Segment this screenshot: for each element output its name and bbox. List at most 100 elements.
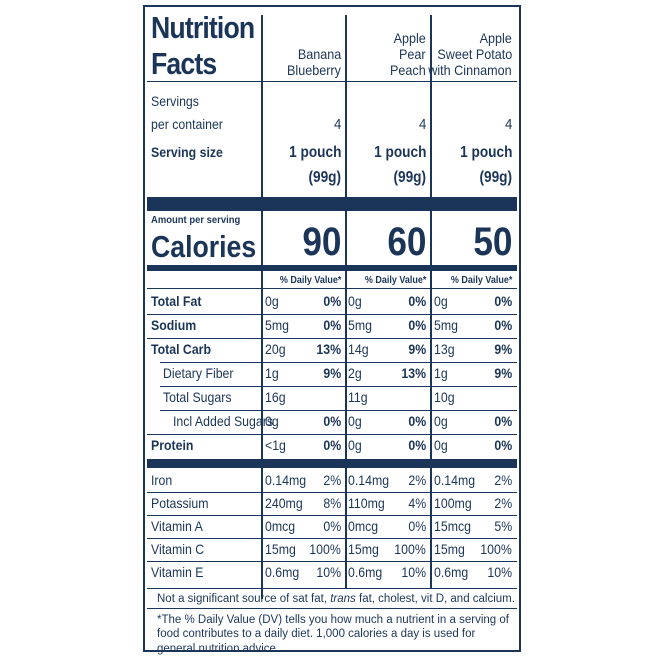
nutrient-6-amount-2: 0g xyxy=(348,413,362,429)
servings-label-line2: per container xyxy=(151,116,223,132)
serving-size-value-1: 1 pouch xyxy=(288,144,341,161)
calories-label: Calories xyxy=(151,229,257,264)
servings-value-1: 4 xyxy=(333,116,341,133)
serving-size-grams-2: (99g) xyxy=(393,169,426,186)
nutrient-1-amount-1: 0g xyxy=(265,293,279,309)
nutrient-7-dv-3: 0% xyxy=(494,437,512,453)
nutrient-5-amount-3: 10g xyxy=(434,389,455,405)
nutrient-6-amount-3: 0g xyxy=(434,413,448,429)
nutrient-4-amount-1: 1g xyxy=(265,365,279,381)
nutrition-facts-label xyxy=(143,5,521,652)
nutrient-3-amount-2: 14g xyxy=(348,341,369,357)
daily-value-header-3: % Daily Value* xyxy=(450,275,512,286)
nutrient-3-amount-1: 20g xyxy=(265,341,286,357)
nutrient-label-7: Protein xyxy=(151,437,194,453)
calories-value-2: 60 xyxy=(386,220,426,264)
footnote-1-text-pre: Not a significant source of sat fat, xyxy=(157,593,331,605)
mineral-2-dv-3: 2% xyxy=(494,495,512,511)
nutrient-7-dv-2: 0% xyxy=(408,437,426,453)
label-title-line2: Facts xyxy=(151,46,217,81)
nutrient-label-4: Dietary Fiber xyxy=(163,365,234,381)
nutrient-7-amount-2: 0g xyxy=(348,437,362,453)
nutrient-7-amount-3: 0g xyxy=(434,437,448,453)
mineral-3-dv-2: 0% xyxy=(408,518,426,534)
footnote-daily-value: *The % Daily Value (DV) tells you how mu… xyxy=(157,614,509,655)
mineral-5-dv-1: 10% xyxy=(316,564,341,580)
mineral-3-dv-3: 5% xyxy=(494,518,512,534)
mineral-2-dv-1: 8% xyxy=(323,495,341,511)
mineral-label-3: Vitamin A xyxy=(151,518,203,534)
nutrient-1-dv-2: 0% xyxy=(408,293,426,309)
nutrient-row-divider xyxy=(160,386,517,387)
nutrient-7-amount-1: <1g xyxy=(265,437,286,453)
servings-label-line1: Servings xyxy=(151,93,199,109)
nutrient-6-dv-3: 0% xyxy=(494,413,512,429)
daily-value-header-1: % Daily Value* xyxy=(279,275,341,286)
nutrient-row-divider xyxy=(147,314,517,315)
mineral-label-5: Vitamin E xyxy=(151,564,204,580)
mineral-4-amount-2: 15mg xyxy=(348,541,379,557)
mineral-4-dv-3: 100% xyxy=(480,541,512,557)
mineral-4-dv-1: 100% xyxy=(309,541,341,557)
nutrient-1-dv-1: 0% xyxy=(323,293,341,309)
nutrient-5-amount-1: 16g xyxy=(265,389,286,405)
amount-per-serving-label: Amount per serving xyxy=(151,214,241,226)
mineral-1-amount-1: 0.14mg xyxy=(265,472,307,488)
servings-value-2: 4 xyxy=(418,116,426,133)
daily-value-header-2: % Daily Value* xyxy=(364,275,426,286)
product-2-name-line-2: Pear xyxy=(399,46,426,62)
nutrient-4-dv-3: 9% xyxy=(494,365,512,381)
mineral-label-1: Iron xyxy=(151,472,173,488)
serving-size-value-3: 1 pouch xyxy=(459,144,512,161)
nutrient-1-amount-2: 0g xyxy=(348,293,362,309)
nutrient-2-dv-2: 0% xyxy=(408,317,426,333)
mineral-2-amount-2: 110mg xyxy=(348,495,385,511)
product-3-name-line-1: Apple xyxy=(479,30,512,46)
nutrient-4-amount-2: 2g xyxy=(348,365,362,381)
nutrient-2-dv-1: 0% xyxy=(323,317,341,333)
nutrient-1-amount-3: 0g xyxy=(434,293,448,309)
mineral-label-4: Vitamin C xyxy=(151,541,205,557)
nutrient-3-dv-3: 9% xyxy=(494,341,512,357)
nutrient-label-3: Total Carb xyxy=(151,341,212,357)
mineral-1-amount-3: 0.14mg xyxy=(434,472,476,488)
mineral-3-dv-1: 0% xyxy=(323,518,341,534)
calories-value-3: 50 xyxy=(472,220,512,264)
nutrient-2-amount-2: 5mg xyxy=(348,317,372,333)
mineral-2-dv-2: 4% xyxy=(408,495,426,511)
mineral-1-dv-3: 2% xyxy=(494,472,512,488)
mineral-row-divider xyxy=(147,561,517,562)
calories-value-1: 90 xyxy=(301,220,341,264)
mineral-row-divider xyxy=(147,515,517,516)
column-divider-3 xyxy=(430,15,432,589)
product-1-name-line-2: Blueberry xyxy=(287,62,341,78)
column-divider-2 xyxy=(345,15,347,589)
serving-size-grams-3: (99g) xyxy=(479,169,512,186)
nutrient-label-6: Incl Added Sugars xyxy=(173,413,274,429)
nutrient-6-dv-1: 0% xyxy=(323,413,341,429)
product-1-name-line-1: Banana xyxy=(297,46,341,62)
nutrient-3-dv-1: 13% xyxy=(316,341,341,357)
product-2-name-line-1: Apple xyxy=(393,30,426,46)
footnote-1-text-post: fat, cholest, vit D, and calcium. xyxy=(355,593,515,605)
mineral-5-amount-1: 0.6mg xyxy=(265,564,300,580)
mineral-3-amount-1: 0mcg xyxy=(265,518,296,534)
nutrient-6-dv-2: 0% xyxy=(408,413,426,429)
serving-size-grams-1: (99g) xyxy=(308,169,341,186)
footer-divider-2 xyxy=(147,608,517,609)
nutrient-7-dv-1: 0% xyxy=(323,437,341,453)
mineral-4-amount-1: 15mg xyxy=(265,541,296,557)
mineral-2-amount-1: 240mg xyxy=(265,495,303,511)
nutrient-2-amount-1: 5mg xyxy=(265,317,289,333)
footnote-1-italic: trans xyxy=(330,593,356,605)
mineral-4-dv-2: 100% xyxy=(394,541,426,557)
mineral-1-dv-1: 2% xyxy=(323,472,341,488)
mineral-5-amount-2: 0.6mg xyxy=(348,564,383,580)
nutrient-row-divider xyxy=(147,434,517,435)
header-divider xyxy=(147,81,517,82)
mineral-label-2: Potassium xyxy=(151,495,209,511)
nutrient-row-divider xyxy=(147,338,517,339)
nutrient-2-amount-3: 5mg xyxy=(434,317,458,333)
mineral-1-amount-2: 0.14mg xyxy=(348,472,390,488)
mineral-4-amount-3: 15mg xyxy=(434,541,465,557)
